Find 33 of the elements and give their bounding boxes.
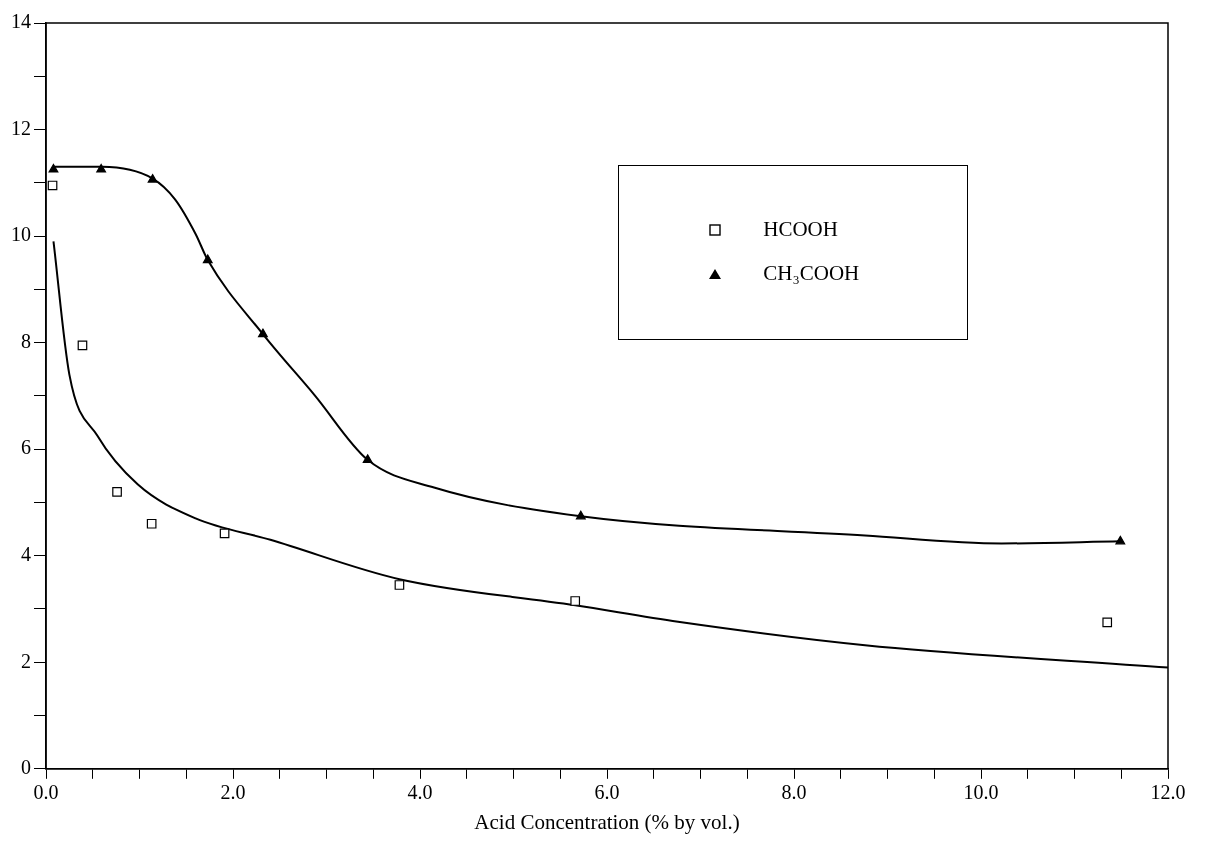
point	[362, 454, 373, 463]
y-tick-label: 2	[21, 649, 31, 672]
point	[219, 528, 230, 539]
point	[202, 254, 213, 264]
point	[394, 580, 405, 590]
x-tick-label: 2.0	[220, 781, 246, 804]
x-tick-label: 4.0	[407, 781, 433, 804]
legend-label: CH₃COOH	[763, 261, 860, 287]
y-tick-label: 4	[21, 542, 31, 565]
point	[147, 174, 158, 183]
point	[77, 340, 88, 351]
x-axis-title: Acid Concentration (% by vol.)	[474, 809, 740, 834]
point	[570, 596, 581, 606]
y-tick-label: 6	[21, 436, 31, 459]
x-tick-label: 8.0	[781, 781, 807, 804]
point	[257, 328, 268, 338]
y-tick-label: 10	[11, 223, 31, 246]
y-tick-label: 0	[21, 756, 31, 779]
point	[575, 510, 586, 520]
x-tick-label: 6.0	[594, 781, 620, 804]
point	[48, 163, 59, 173]
y-tick-label: 14	[11, 10, 31, 33]
point	[1102, 617, 1113, 628]
x-tick-label: 12.0	[1150, 781, 1186, 804]
legend-label: HCOOH	[763, 217, 838, 243]
point	[112, 486, 122, 497]
point	[96, 163, 107, 173]
y-tick-label: 8	[21, 329, 31, 352]
x-tick-label: 10.0	[963, 781, 999, 804]
x-tick-label: 0.0	[33, 781, 59, 804]
y-tick-label: 12	[11, 116, 31, 139]
point	[146, 518, 157, 529]
point	[1115, 535, 1126, 545]
